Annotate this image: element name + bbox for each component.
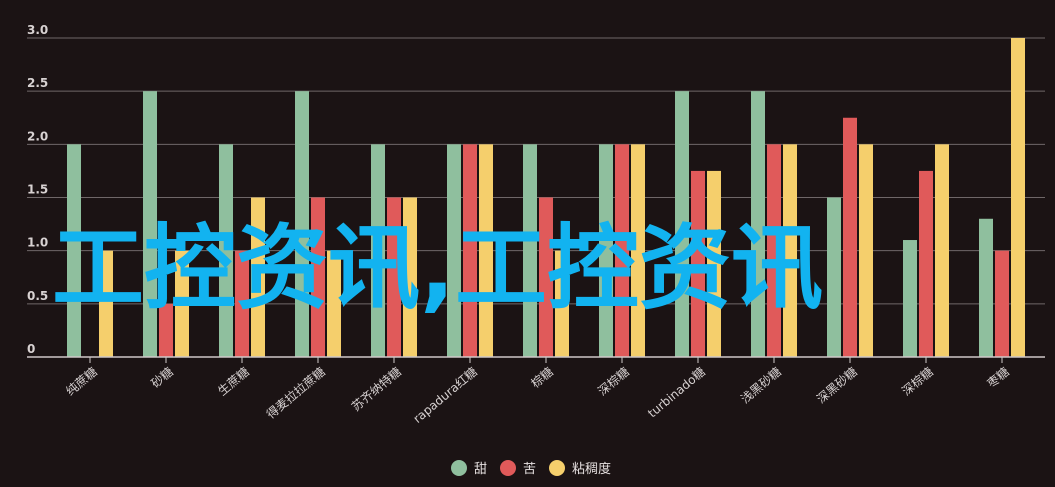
bar-sweet: [903, 240, 917, 357]
bar-sweet: [295, 91, 309, 358]
bar-bitter: [995, 250, 1009, 357]
x-tick-label: 深棕糖: [595, 364, 632, 399]
bar-viscosity: [99, 250, 113, 357]
x-axis-labels: 纯蔗糖 砂糖 生蔗糖 得麦拉拉蔗糖 苏齐纳特糖 rapadura红糖 棕糖 深棕糖 turbin…: [63, 364, 1012, 426]
x-tick-label: 深黑砂糖: [814, 364, 860, 406]
bar-bitter: [311, 197, 325, 357]
bar-viscosity: [403, 197, 417, 357]
legend-label: 甜: [474, 461, 487, 477]
legend-marker: [500, 460, 516, 476]
bar-bitter: [767, 144, 781, 357]
legend-label: 粘稠度: [572, 461, 611, 477]
legend-marker: [549, 460, 565, 476]
x-tick-label: 枣糖: [984, 364, 1012, 391]
y-tick-label: 0.5: [27, 289, 48, 303]
x-tick-label: 纯蔗糖: [63, 364, 100, 399]
bar-bitter: [919, 170, 933, 357]
bar-sweet: [447, 144, 461, 357]
x-axis: [27, 356, 1045, 363]
y-tick-label: 2.5: [27, 76, 48, 90]
bar-sweet: [599, 144, 613, 357]
bar-bitter: [539, 197, 553, 357]
x-tick-label: 砂糖: [148, 364, 176, 391]
bar-sweet: [675, 91, 689, 358]
watermark-text: 工控资讯,工控资讯: [52, 215, 823, 322]
y-tick-label: 0: [27, 342, 35, 356]
bar-viscosity: [707, 170, 721, 357]
y-tick-label: 1.5: [27, 183, 48, 197]
bars: [67, 38, 1025, 358]
bar-sweet: [523, 144, 537, 357]
bar-bitter: [615, 144, 629, 357]
bar-viscosity: [327, 250, 341, 357]
bar-sweet: [371, 144, 385, 357]
bar-bitter: [387, 197, 401, 357]
bar-bitter: [691, 170, 705, 357]
legend: 甜 苦 粘稠度: [451, 460, 611, 477]
bar-sweet: [219, 144, 233, 357]
bar-sweet: [67, 144, 81, 357]
bar-bitter: [843, 117, 857, 357]
x-tick-label: 苏齐纳特糖: [348, 364, 404, 414]
bar-viscosity: [935, 144, 949, 357]
legend-marker: [451, 460, 467, 476]
bar-viscosity: [175, 250, 189, 357]
y-tick-label: 1.0: [27, 236, 48, 250]
bar-viscosity: [251, 197, 265, 357]
x-tick-label: 得麦拉拉蔗糖: [263, 364, 328, 422]
bar-viscosity: [555, 250, 569, 357]
bar-viscosity: [859, 144, 873, 357]
y-tick-label: 2.0: [27, 129, 48, 143]
bar-sweet: [751, 91, 765, 358]
bar-bitter: [463, 144, 477, 357]
bar-bitter: [235, 250, 249, 357]
y-axis-ticks: 0 0.5 1.0 1.5 2.0 2.5 3.0: [27, 23, 48, 356]
x-tick-label: rapadura红糖: [410, 364, 480, 426]
bar-viscosity: [479, 144, 493, 357]
bar-bitter: [159, 303, 173, 357]
legend-label: 苦: [523, 461, 536, 477]
x-tick-label: 浅黑砂糖: [738, 364, 784, 406]
x-tick-label: 深棕糖: [899, 364, 936, 399]
x-tick-label: turbinado糖: [645, 364, 708, 421]
bar-sweet: [827, 197, 841, 357]
bar-viscosity: [1011, 38, 1025, 357]
bar-viscosity: [783, 144, 797, 357]
x-tick-label: 棕糖: [528, 364, 556, 391]
bar-sweet: [979, 218, 993, 357]
x-tick-label: 生蔗糖: [215, 364, 252, 399]
bar-sweet: [143, 91, 157, 358]
y-tick-label: 3.0: [27, 23, 48, 37]
bar-viscosity: [631, 144, 645, 357]
